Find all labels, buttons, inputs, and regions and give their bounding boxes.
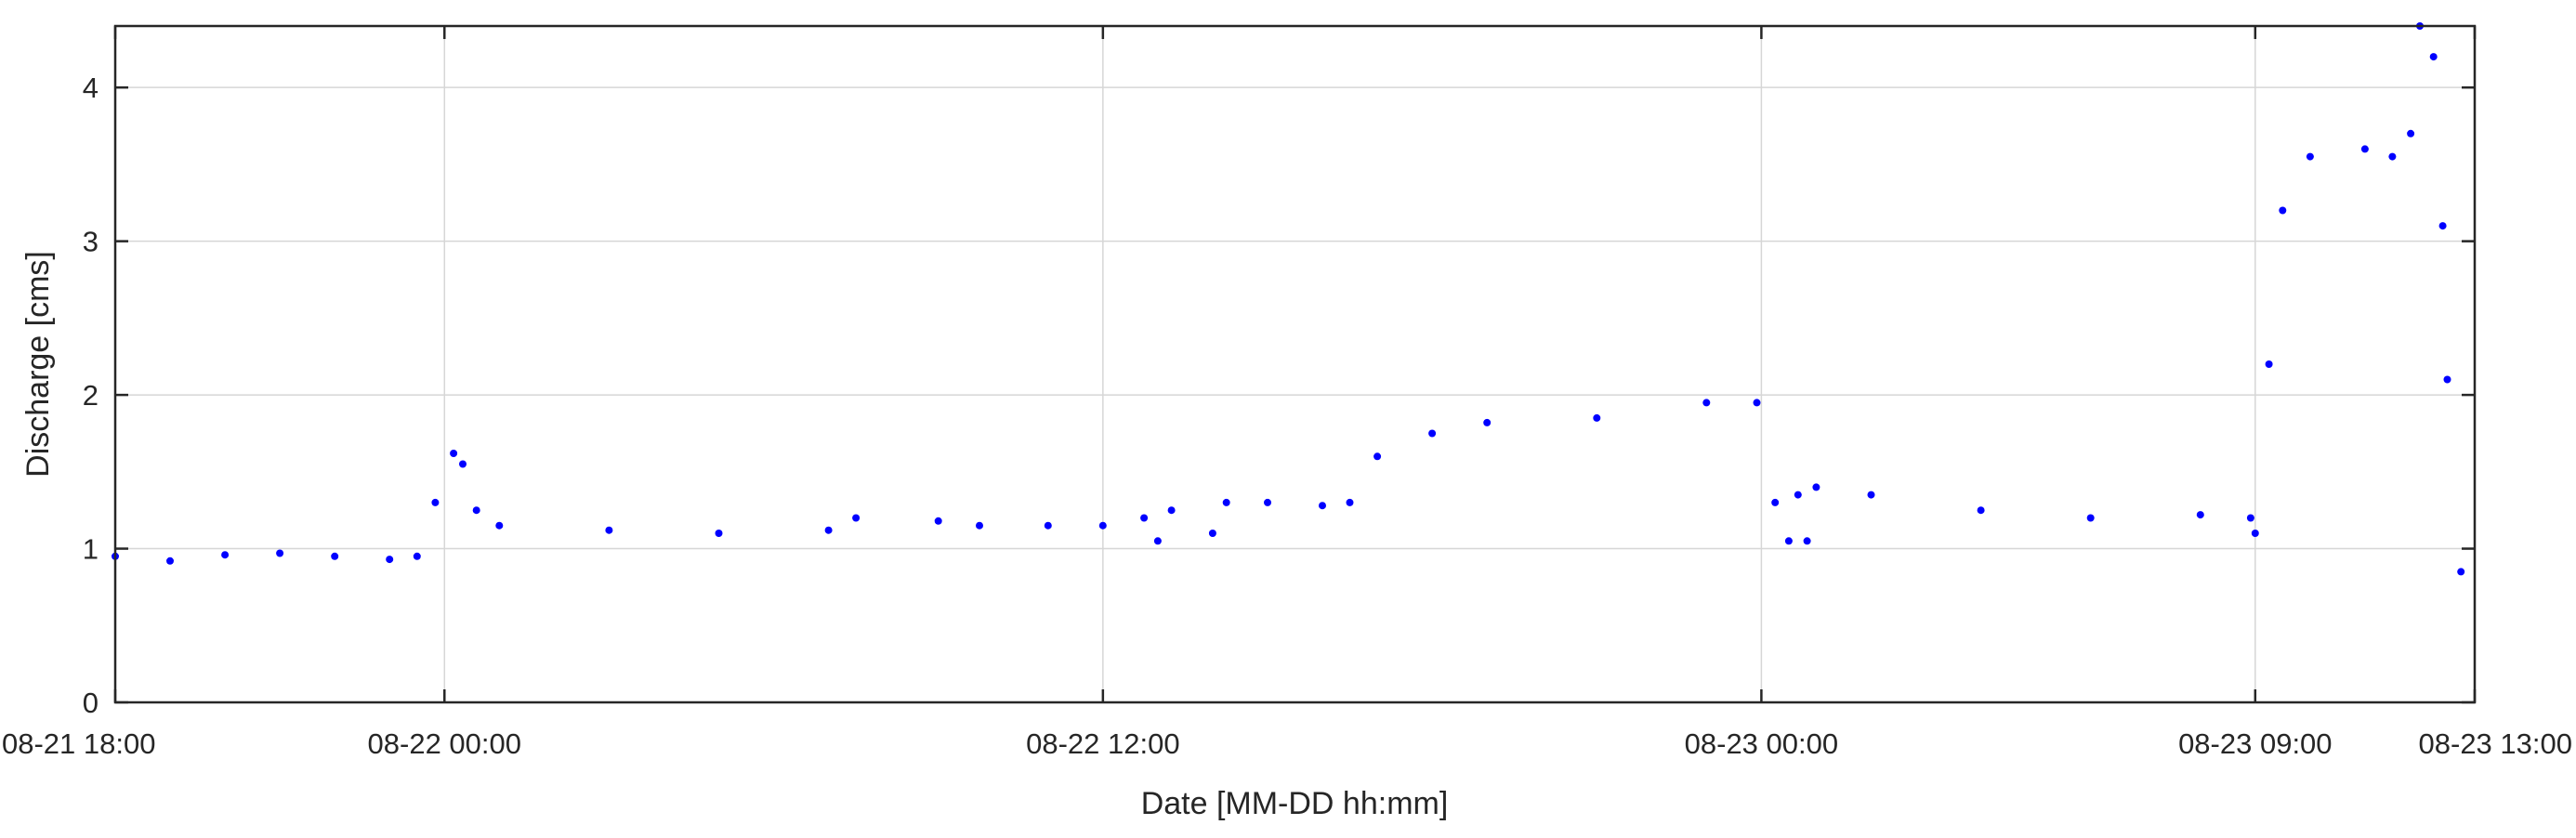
data-point: [276, 549, 284, 557]
data-point: [1483, 418, 1492, 426]
data-point: [2457, 568, 2465, 576]
data-point: [331, 552, 339, 560]
y-tick-label: 1: [83, 533, 99, 566]
x-tick-label: 08-23 13:00: [2419, 727, 2572, 760]
data-point: [1753, 399, 1761, 407]
x-tick-label: 08-23 09:00: [2178, 727, 2332, 760]
data-point: [2265, 360, 2273, 368]
data-point: [495, 521, 504, 530]
data-point: [2438, 222, 2447, 230]
data-point: [431, 498, 440, 506]
data-point: [1044, 521, 1052, 530]
data-point: [2246, 514, 2254, 522]
data-point: [2196, 511, 2204, 519]
plot-frame: [113, 24, 2477, 704]
y-axis-label: Discharge [cms]: [20, 251, 56, 478]
data-point: [2279, 206, 2287, 215]
data-point: [413, 552, 421, 560]
data-point: [2388, 152, 2397, 161]
data-point: [2360, 145, 2369, 153]
x-axis-label: Date [MM-DD hh:mm]: [1141, 786, 1449, 821]
data-point: [1784, 537, 1793, 545]
data-point: [450, 450, 458, 457]
data-point: [1803, 537, 1811, 545]
data-point: [1373, 452, 1382, 461]
y-tick-label: 4: [83, 72, 99, 104]
data-point: [1346, 498, 1354, 506]
data-point: [459, 460, 467, 468]
data-point: [1153, 537, 1162, 545]
data-point: [1222, 498, 1230, 506]
data-points: [112, 22, 2465, 576]
gridlines: [115, 26, 2475, 702]
data-point: [2086, 514, 2095, 522]
data-point: [715, 530, 723, 537]
axis-ticks: [113, 26, 2477, 704]
data-point: [2443, 375, 2451, 384]
y-tick-label: 0: [83, 687, 99, 719]
data-point: [1812, 483, 1820, 491]
data-point: [1264, 498, 1271, 506]
data-point: [1428, 429, 1437, 438]
data-point: [166, 556, 174, 565]
data-point: [1867, 491, 1875, 499]
data-point: [1702, 399, 1711, 407]
y-tick-label: 3: [83, 226, 99, 258]
data-point: [1167, 506, 1176, 515]
data-point: [1593, 413, 1601, 422]
data-point: [976, 521, 983, 530]
data-point: [1140, 514, 1149, 522]
data-point: [2407, 129, 2415, 137]
data-point: [2251, 530, 2259, 537]
x-tick-label: 08-22 12:00: [1026, 727, 1179, 760]
data-point: [2429, 53, 2438, 61]
data-point: [934, 517, 942, 525]
data-point: [1794, 491, 1802, 499]
data-point: [221, 551, 230, 559]
data-point: [1098, 521, 1107, 530]
data-point: [852, 514, 861, 522]
data-point: [1771, 498, 1780, 506]
x-tick-label: 08-23 00:00: [1685, 727, 1838, 760]
data-point: [1977, 506, 1985, 515]
data-point: [1319, 502, 1326, 510]
x-tick-label: 08-22 00:00: [368, 727, 521, 760]
data-point: [2306, 152, 2314, 161]
data-point: [824, 526, 833, 534]
x-tick-label: 08-21 18:00: [2, 727, 155, 760]
data-point: [472, 506, 480, 515]
data-point: [605, 526, 613, 534]
y-tick-label: 2: [83, 379, 99, 412]
tick-labels: 0 1 2 3 4 08-21 18:00 08-22 00:00 08-22 12:00 08…: [2, 72, 2572, 760]
data-point: [1208, 530, 1216, 537]
data-point: [386, 556, 394, 564]
